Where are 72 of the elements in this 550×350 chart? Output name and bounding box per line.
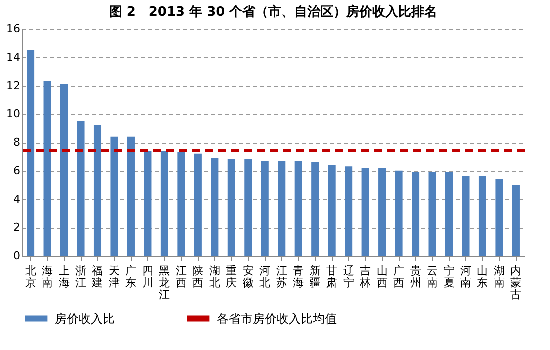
x-tick-label: 江西 (176, 264, 187, 290)
x-tick-label: 上海 (58, 264, 70, 290)
x-tick-label: 湖北 (209, 264, 220, 290)
bar (445, 172, 454, 256)
x-tick-label: 海南 (42, 264, 54, 290)
y-tick-label: 10 (6, 108, 20, 121)
x-tick-label: 四川 (142, 264, 154, 290)
x-tick-label: 辽宁 (343, 264, 354, 290)
x-tick-label: 青海 (293, 264, 304, 290)
x-tick-label: 天津 (108, 264, 120, 290)
y-tick-label: 6 (14, 164, 20, 178)
bar (228, 160, 236, 256)
x-tick-label: 内蒙古 (510, 264, 522, 302)
y-tick-label: 14 (6, 50, 20, 64)
y-tick-label: 0 (14, 250, 20, 262)
legend-label: 各省市房价收入比均值 (217, 312, 337, 326)
chart-title: 图 2 2013 年 30 个省（市、自治区）房价收入比排名 (109, 4, 438, 20)
bar (412, 172, 420, 256)
bar (512, 185, 520, 256)
bar (77, 121, 85, 256)
x-tick-label: 甘肃 (326, 264, 338, 290)
bar (44, 81, 52, 256)
bar (144, 151, 152, 256)
bar (462, 176, 470, 256)
y-tick-label: 12 (6, 79, 20, 92)
y-tick-label: 4 (14, 192, 20, 206)
bar (27, 50, 35, 256)
x-tick-label: 宁夏 (444, 264, 455, 290)
x-tick-label: 吉林 (359, 264, 372, 290)
y-tick-label: 16 (6, 22, 20, 36)
bar (428, 172, 436, 256)
bar (345, 166, 353, 256)
x-tick-label: 山西 (376, 264, 388, 290)
bar (94, 125, 102, 256)
bar (328, 165, 336, 256)
x-tick-label: 云南 (427, 264, 438, 290)
bar (211, 158, 219, 256)
x-tick-label: 广西 (394, 264, 405, 290)
x-tick-label: 福建 (91, 264, 104, 290)
x-tick-label: 山东 (477, 264, 488, 290)
x-tick-label: 贵州 (410, 264, 422, 290)
x-tick-label: 安徽 (242, 264, 254, 290)
x-tick-label: 新疆 (310, 264, 321, 290)
bar (395, 170, 403, 256)
bar (110, 136, 118, 256)
bar (244, 160, 252, 256)
legend-label: 房价收入比 (55, 312, 115, 326)
bar (312, 162, 320, 256)
bar (496, 179, 504, 256)
bar (194, 154, 202, 256)
x-tick-label: 河南 (460, 264, 472, 290)
x-tick-label: 湖南 (494, 264, 505, 290)
bar (261, 160, 269, 256)
x-tick-label: 重庆 (226, 264, 238, 290)
x-tick-label: 广东 (126, 264, 137, 290)
bar (278, 160, 286, 256)
bar (127, 136, 135, 256)
bar (478, 176, 486, 256)
bar (178, 152, 186, 256)
bar (378, 168, 386, 256)
bar (160, 151, 168, 256)
x-tick-label: 陕西 (192, 264, 204, 290)
bar (362, 168, 370, 256)
x-tick-label: 黑龙江 (159, 264, 170, 302)
x-tick-label: 北京 (25, 264, 36, 290)
x-tick-label: 浙江 (76, 264, 87, 290)
x-tick-label: 江苏 (276, 264, 288, 290)
y-tick-label: 2 (14, 221, 20, 234)
x-tick-label: 河北 (260, 264, 271, 290)
bar (294, 160, 302, 256)
bar (60, 84, 68, 256)
y-tick-label: 8 (14, 136, 20, 149)
